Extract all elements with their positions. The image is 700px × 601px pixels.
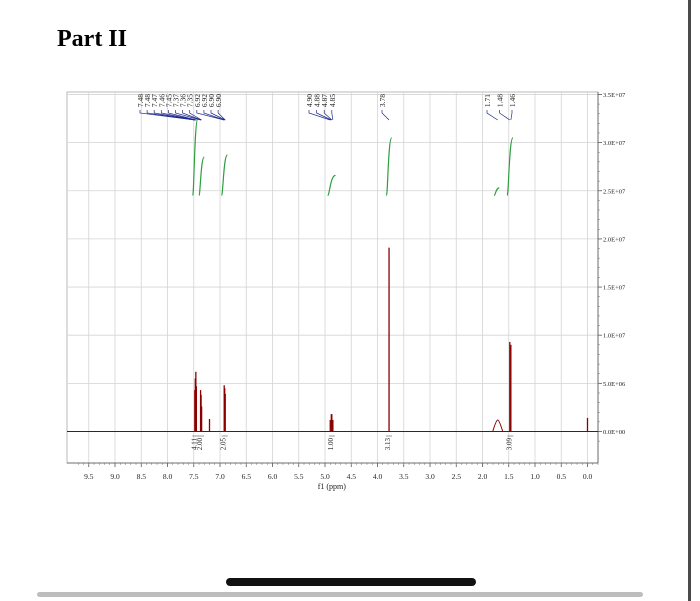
x-tick-label: 1.0 xyxy=(530,472,540,481)
peak-label: 3.78 xyxy=(378,94,387,107)
peak-label-connector xyxy=(182,110,202,121)
integral-value-label: 3.09 xyxy=(505,438,513,451)
peak-label: 6.90 xyxy=(214,94,223,107)
peak-label-connector xyxy=(499,110,510,121)
y-tick-label: 5.0E+06 xyxy=(603,381,626,388)
x-tick-label: 2.5 xyxy=(452,472,462,481)
horizontal-scrollbar[interactable] xyxy=(37,592,643,597)
peak-label-connector xyxy=(308,110,331,121)
x-tick-label: 7.0 xyxy=(215,472,225,481)
peak-label-connector xyxy=(210,110,226,121)
peak-label-connector xyxy=(189,110,202,121)
x-axis-title: f1 (ppm) xyxy=(318,482,347,491)
integral-curve xyxy=(493,187,500,197)
peak-label: 6.92 xyxy=(200,94,209,107)
x-tick-label: 1.5 xyxy=(504,472,514,481)
x-tick-label: 6.5 xyxy=(242,472,252,481)
peak-label-connector xyxy=(486,110,498,121)
peak-label-connector xyxy=(146,110,195,121)
integral-labels: 4.112.00 2.05 1.00 3.13 3.09 xyxy=(190,435,514,451)
peak-label-connector xyxy=(160,110,196,121)
x-tick-label: 9.5 xyxy=(84,472,94,481)
spectrum xyxy=(67,247,598,432)
x-tick-label: 8.0 xyxy=(163,472,173,481)
x-tick-label: 9.0 xyxy=(110,472,120,481)
peak-label-connector xyxy=(175,110,201,121)
peak-label-connector xyxy=(196,110,225,121)
x-tick-label: 3.5 xyxy=(399,472,409,481)
x-tick-label: 0.5 xyxy=(557,472,567,481)
x-tick-label: 4.5 xyxy=(347,472,357,481)
y-tick-label: 0.0E+00 xyxy=(603,429,625,436)
peak-label-connector xyxy=(217,110,226,121)
plot-frame xyxy=(66,91,599,464)
integral-curves xyxy=(192,117,514,197)
peak-label: 7.48 xyxy=(136,94,145,107)
window-edge-scrollbar[interactable] xyxy=(688,0,691,601)
home-indicator[interactable] xyxy=(226,578,476,586)
integral-curve xyxy=(506,137,514,197)
integral-value-label: 3.13 xyxy=(384,438,392,451)
peak-label-connector xyxy=(510,110,513,121)
peak-label-connector xyxy=(153,110,196,121)
y-tick-label: 2.5E+07 xyxy=(603,188,626,195)
peak-label-connector xyxy=(381,110,390,121)
page-title: Part II xyxy=(57,26,127,52)
x-tick-label: 0.0 xyxy=(583,472,593,481)
peak-label: 4.87 xyxy=(320,94,329,107)
y-tick-label: 1.5E+07 xyxy=(603,285,626,292)
integral-value-label: 1.00 xyxy=(327,438,335,451)
x-tick-label: 3.0 xyxy=(425,472,435,481)
integral-curve xyxy=(385,137,393,197)
peak-label: 6.90 xyxy=(207,94,216,107)
peak-label: 7.37 xyxy=(172,94,181,107)
x-tick-label: 8.5 xyxy=(137,472,147,481)
integral-curve xyxy=(327,174,336,197)
x-tick-label: 2.0 xyxy=(478,472,488,481)
peak-label: 7.48 xyxy=(143,94,152,107)
peak-label-connector xyxy=(316,110,332,121)
peak-label-connector xyxy=(331,110,334,121)
x-tick-label: 5.0 xyxy=(320,472,330,481)
peak-label: 7.35 xyxy=(186,94,195,107)
spectrum-peak xyxy=(492,419,504,432)
peak-label: 6.92 xyxy=(193,94,202,107)
peak-label-connector xyxy=(323,110,333,121)
y-tick-label: 2.0E+07 xyxy=(603,236,626,243)
y-tick-label: 3.0E+07 xyxy=(603,140,626,147)
x-tick-label: 6.0 xyxy=(268,472,278,481)
peak-label: 4.88 xyxy=(313,94,322,107)
integral-value-label: 2.05 xyxy=(220,438,228,451)
peak-label: 4.90 xyxy=(305,94,314,107)
y-tick-label: 3.5E+07 xyxy=(603,92,626,99)
y-tick-label: 1.0E+07 xyxy=(603,333,626,340)
integral-curve xyxy=(198,156,205,197)
x-tick-label: 4.0 xyxy=(373,472,383,481)
peak-label: 1.48 xyxy=(496,94,505,107)
peak-label-connector xyxy=(203,110,225,121)
peak-label: 1.46 xyxy=(508,94,517,107)
integral-curve xyxy=(220,154,228,197)
integral-value-label: 2.00 xyxy=(196,438,204,451)
peak-label: 1.71 xyxy=(483,94,492,107)
peak-label: 7.45 xyxy=(164,94,173,107)
x-tick-label: 5.5 xyxy=(294,472,304,481)
peak-labels: 7.487.487.477.467.457.377.367.356.926.92… xyxy=(136,94,517,121)
peak-label: 4.85 xyxy=(328,94,337,107)
axes: 9.5 9.0 8.5 8.0 7.5 7.0 6.5 6.0 5.5 5.0 4.5 4.0 3.5 3… xyxy=(67,92,626,491)
integral-curve xyxy=(192,117,199,197)
x-tick-label: 7.5 xyxy=(189,472,199,481)
peak-label: 7.46 xyxy=(157,94,166,107)
peak-label-connector xyxy=(168,110,197,121)
peak-label: 7.47 xyxy=(150,94,159,107)
integral-value-label: 4.11 xyxy=(190,438,198,450)
peak-label: 7.36 xyxy=(179,94,188,107)
